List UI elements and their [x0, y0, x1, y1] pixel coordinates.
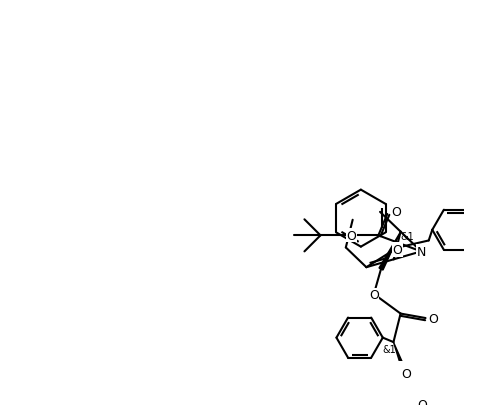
- Text: O: O: [392, 205, 402, 218]
- Text: &1: &1: [401, 232, 414, 241]
- Text: O: O: [369, 289, 379, 302]
- Text: O: O: [417, 398, 427, 405]
- Text: O: O: [428, 312, 438, 325]
- Text: O: O: [393, 243, 403, 256]
- Polygon shape: [379, 232, 401, 271]
- Text: &1: &1: [382, 344, 396, 354]
- Text: N: N: [416, 245, 426, 258]
- Text: O: O: [401, 367, 411, 380]
- Polygon shape: [393, 342, 406, 371]
- Text: O: O: [347, 229, 356, 242]
